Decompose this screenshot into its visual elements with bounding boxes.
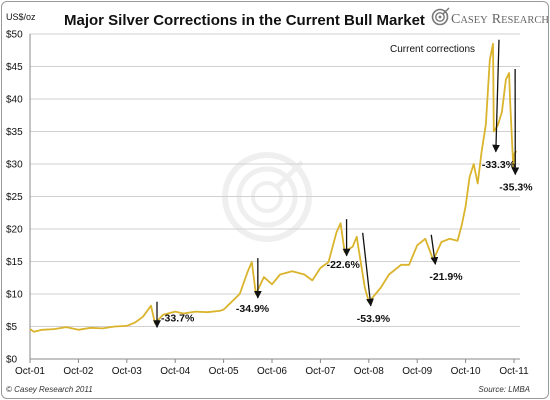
x-tick-marks [29,359,515,363]
y-tick-label: $40 [6,95,23,106]
x-tick-label: Oct-06 [257,366,287,377]
target-swirl-icon [431,7,450,26]
x-tick-label: Oct-01 [15,366,45,377]
x-tick-labels: Oct-01 Oct-02 Oct-03 Oct-04 Oct-05 Oct-06 Oct-… [15,366,529,377]
x-tick-label: Oct-02 [63,366,93,377]
x-tick-label: Oct-11 [499,366,529,377]
x-tick-label: Oct-09 [402,366,432,377]
y-tick-labels: $0 $5 $10 $15 $20 $25 $30 $35 $40 $45 $50 [6,30,23,366]
correction-label: -53.9% [357,313,391,325]
y-tick-label: $10 [6,290,23,301]
y-tick-label: $35 [6,127,23,138]
casey-research-logo: CASEY RESEARCH [431,7,548,27]
correction-arrow [430,234,439,265]
logo-text-asey: ASEY [460,15,488,26]
correction-label: -33.7% [161,312,195,324]
source-text: Source: LMBA [478,385,530,394]
copyright-text: © Casey Research 2011 [6,385,93,394]
y-tick-label: $15 [6,257,23,268]
logo-text-c: C [451,12,460,27]
series-layer [29,42,518,333]
correction-arrow [362,232,374,307]
annotation-layer: -33.7% -34.9% -22.6% -53.9% -21.9% -33.3% -35.… [153,39,533,329]
y-tick-label: $45 [6,62,23,73]
current-corrections-note: Current corrections [390,44,475,55]
chart-title: Major Silver Corrections in the Current … [64,12,425,29]
correction-label: -33.3% [482,159,516,171]
silver-price-line [29,42,518,333]
correction-label: -21.9% [429,271,463,283]
y-tick-label: $50 [6,30,23,41]
x-tick-label: Oct-04 [160,366,190,377]
y-tick-label: $25 [6,192,23,203]
y-tick-label: $0 [6,355,18,366]
correction-arrow [492,39,500,153]
gridlines [30,33,520,327]
x-tick-label: Oct-05 [209,366,239,377]
y-tick-label: $20 [6,225,23,236]
x-tick-label: Oct-03 [112,366,142,377]
y-tick-label: $30 [6,160,23,171]
y-axis-label: US$/oz [6,12,36,22]
logo-text-r: R [492,12,502,27]
correction-label: -35.3% [499,182,533,194]
y-tick-label: $5 [6,322,18,333]
x-tick-label: Oct-10 [451,366,481,377]
correction-label: -34.9% [236,303,270,315]
x-tick-label: Oct-08 [354,366,384,377]
x-tick-label: Oct-07 [305,366,335,377]
correction-label: -22.6% [327,259,361,271]
logo-text-esearch: ESEARCH [501,15,548,26]
